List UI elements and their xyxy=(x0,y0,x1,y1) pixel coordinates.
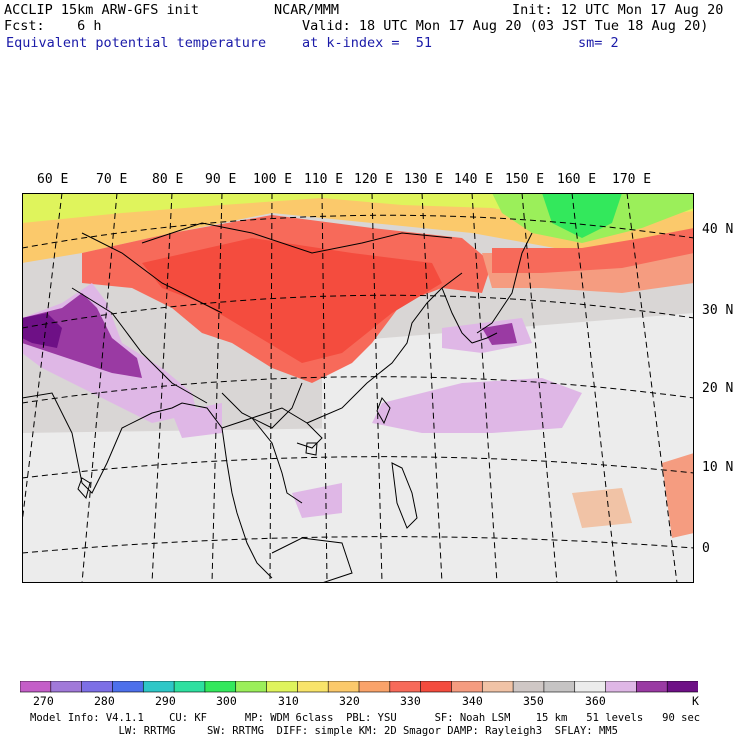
pacific-lilac-patch xyxy=(372,378,582,433)
map-frame xyxy=(22,193,694,583)
colorbar-label-350: 350 xyxy=(523,694,544,708)
colorbar-cell xyxy=(297,681,329,693)
colorbar-cell xyxy=(574,681,607,693)
institution-label: NCAR/MMM xyxy=(274,2,340,18)
colorbar-label-340: 340 xyxy=(462,694,483,708)
colorbar-cell xyxy=(204,681,237,693)
init-time: Init: 12 UTC Mon 17 Aug 20 xyxy=(512,2,724,18)
colorbar-cell xyxy=(420,681,453,693)
lon-label-90e: 90 E xyxy=(205,172,237,187)
india-purple-region xyxy=(22,293,142,378)
lon-label-60e: 60 E xyxy=(37,172,69,187)
model-title: ACCLIP 15km ARW-GFS init xyxy=(4,2,200,18)
colorbar xyxy=(20,681,698,693)
colorbar-unit: K xyxy=(692,694,699,708)
pacific-peach-patch xyxy=(572,488,632,528)
colorbar-cell xyxy=(266,681,299,693)
colorbar-cell xyxy=(358,681,391,693)
smoothing-label: sm= 2 xyxy=(578,35,619,51)
colorbar-label-320: 320 xyxy=(339,694,360,708)
colorbar-cell xyxy=(481,681,514,693)
lon-label-80e: 80 E xyxy=(152,172,184,187)
colorbar-cell xyxy=(451,681,484,693)
colorbar-label-360: 360 xyxy=(585,694,606,708)
colorbar-cell xyxy=(20,681,52,693)
colorbar-cell xyxy=(636,681,668,693)
india-dark-purple-core xyxy=(22,313,62,348)
colorbar-cell xyxy=(666,681,698,693)
colorbar-label-330: 330 xyxy=(400,694,421,708)
field-name: Equivalent potential temperature xyxy=(6,35,267,51)
colorbar-cell xyxy=(389,681,422,693)
colorbar-cell xyxy=(327,681,360,693)
colorbar-cell xyxy=(512,681,545,693)
k-index-label: at k-index = 51 xyxy=(302,35,433,51)
lon-label-170e: 170 E xyxy=(612,172,652,187)
lon-label-130e: 130 E xyxy=(404,172,444,187)
south-china-sea-lilac xyxy=(292,483,342,518)
lat-label-30n: 30 N xyxy=(702,303,734,318)
lon-label-120e: 120 E xyxy=(354,172,394,187)
lon-label-140e: 140 E xyxy=(454,172,494,187)
colorbar-cell xyxy=(81,681,114,693)
forecast-hour: Fcst: 6 h xyxy=(4,18,102,34)
colorbar-cell xyxy=(142,681,175,693)
model-info-line1: Model Info: V4.1.1 CU: KF MP: WDM 6class… xyxy=(30,712,701,724)
lon-label-110e: 110 E xyxy=(304,172,344,187)
colorbar-label-300: 300 xyxy=(216,694,237,708)
lon-label-160e: 160 E xyxy=(557,172,597,187)
lat-label-10n: 10 N xyxy=(702,460,734,475)
tropical-light-band xyxy=(22,423,694,583)
continental-red-core xyxy=(142,238,442,363)
graticule xyxy=(22,193,694,583)
lat-label-0: 0 xyxy=(702,541,710,556)
colorbar-cell xyxy=(235,681,268,693)
valid-time: Valid: 18 UTC Mon 17 Aug 20 (03 JST Tue … xyxy=(302,18,709,34)
lon-label-150e: 150 E xyxy=(505,172,545,187)
theta-e-map xyxy=(22,193,694,583)
coastlines xyxy=(22,222,533,583)
lat-label-20n: 20 N xyxy=(702,381,734,396)
colorbar-label-270: 270 xyxy=(33,694,54,708)
east-salmon-edge xyxy=(662,453,694,538)
colorbar-label-290: 290 xyxy=(155,694,176,708)
colorbar-cell xyxy=(112,681,145,693)
colorbar-cell xyxy=(173,681,206,693)
colorbar-cell xyxy=(50,681,83,693)
colorbar-cell xyxy=(543,681,576,693)
colorbar-cell xyxy=(605,681,638,693)
model-info-line2: LW: RRTMG SW: RRTMG DIFF: simple KM: 2D … xyxy=(30,725,618,737)
northeast-red-band xyxy=(492,228,694,273)
colorbar-label-310: 310 xyxy=(278,694,299,708)
lon-label-100e: 100 E xyxy=(253,172,293,187)
japan-purple-patch xyxy=(482,323,517,345)
lat-label-40n: 40 N xyxy=(702,222,734,237)
lon-label-70e: 70 E xyxy=(96,172,128,187)
colorbar-label-280: 280 xyxy=(94,694,115,708)
